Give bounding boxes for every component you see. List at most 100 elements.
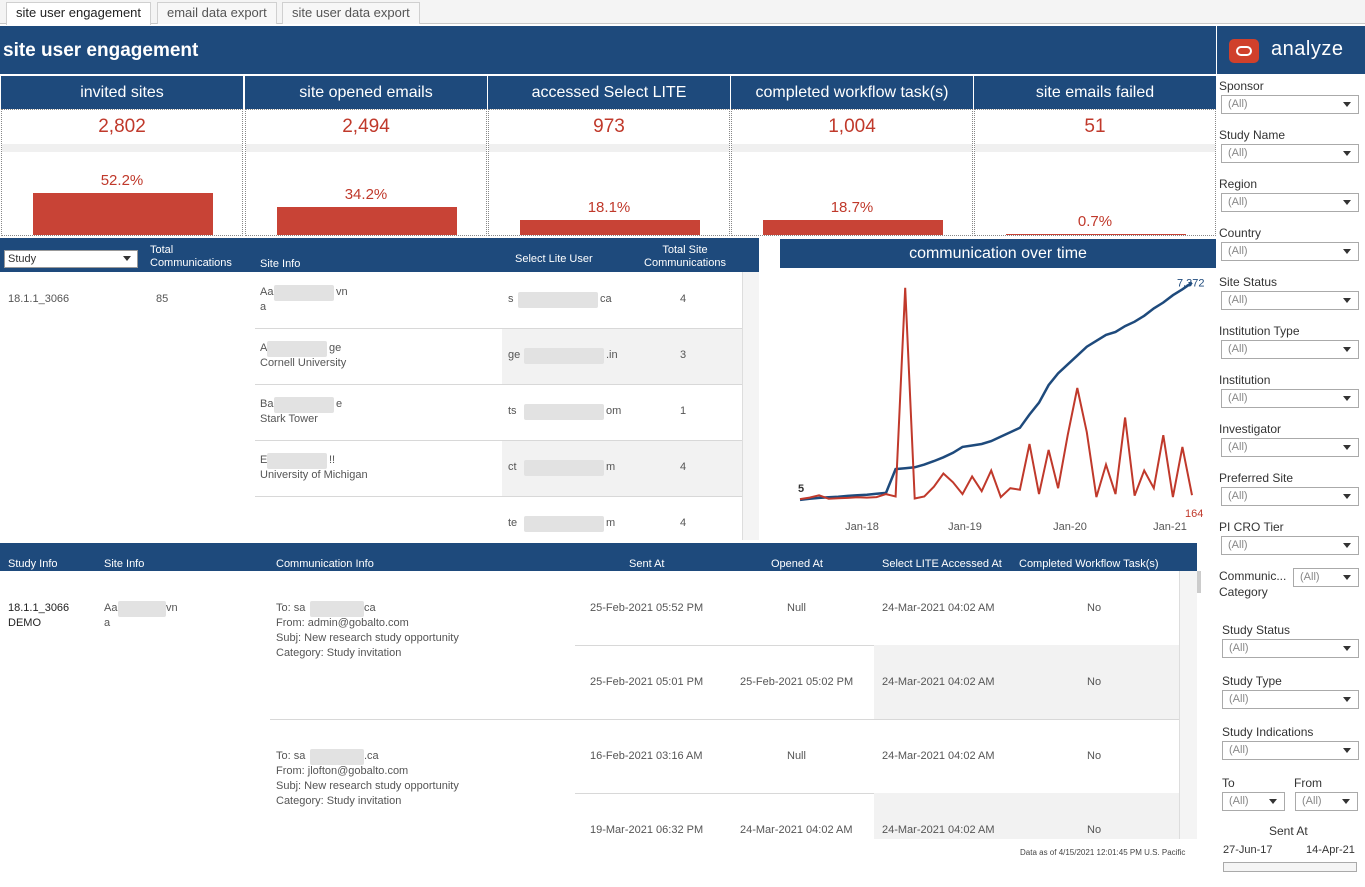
- kpi-title: site emails failed: [974, 76, 1216, 109]
- workflow-value: No: [1087, 676, 1102, 688]
- redacted-block: [310, 601, 364, 617]
- site-table-row[interactable]: te m 4: [0, 496, 742, 540]
- x-tick-label: Jan-19: [948, 521, 982, 533]
- comm-table-row[interactable]: 19-Mar-2021 06:32 PM 24-Mar-2021 04:02 AM…: [575, 793, 1179, 839]
- kpi-percent: 18.1%: [587, 199, 631, 216]
- chevron-down-icon: [1343, 697, 1351, 702]
- site-table-row[interactable]: Aa vn a s ca 4: [0, 272, 742, 328]
- filter-label: PI CRO Tier: [1219, 520, 1284, 534]
- filter-label: Institution Type: [1219, 324, 1300, 338]
- filter-label-comm-category: Communic...: [1219, 569, 1287, 583]
- filter-dropdown[interactable]: (All): [1221, 95, 1359, 114]
- comm-subject: Subj: New research study opportunity: [276, 780, 459, 792]
- comm-table-row[interactable]: 25-Feb-2021 05:52 PM Null 24-Mar-2021 04:0…: [575, 571, 1179, 645]
- site-comm-count: 4: [680, 517, 687, 529]
- filter-dropdown[interactable]: (All): [1221, 487, 1359, 506]
- filter-label: Investigator: [1219, 422, 1282, 436]
- filter-label: Study Name: [1219, 128, 1286, 142]
- study-dropdown[interactable]: Study: [4, 250, 138, 268]
- site-table-row[interactable]: E!! University of Michigan ct m 4: [0, 440, 742, 496]
- col-total-communications: Total Communications: [150, 244, 232, 269]
- to-dropdown[interactable]: (All): [1222, 792, 1285, 811]
- comm-scroll-thumb[interactable]: [1197, 571, 1201, 593]
- series-end-label: 7,372: [1177, 278, 1205, 290]
- chevron-down-icon: [1343, 445, 1351, 450]
- site-table-row[interactable]: Ba e Stark Tower ts om 1: [0, 384, 742, 440]
- kpi-tile: 51 0.7%: [974, 109, 1216, 236]
- kpi-tile: 973 18.1%: [488, 109, 730, 236]
- filter-dropdown[interactable]: (All): [1221, 536, 1359, 555]
- x-tick-label: Jan-21: [1153, 521, 1187, 533]
- comm-site-name-a: Aa: [104, 602, 118, 614]
- filter-dropdown[interactable]: (All): [1222, 690, 1359, 709]
- tab-site-user-data-export[interactable]: site user data export: [282, 2, 420, 24]
- redacted-block: [274, 397, 334, 413]
- filter-dropdown[interactable]: (All): [1222, 639, 1359, 658]
- filter-dropdown[interactable]: (All): [1221, 291, 1359, 310]
- kpi-bar: [277, 207, 457, 235]
- filter-dropdown[interactable]: (All): [1221, 340, 1359, 359]
- kpi-divider: [732, 144, 972, 152]
- comm-to: To: sa: [276, 602, 306, 614]
- filter-dropdown[interactable]: (All): [1221, 389, 1359, 408]
- tab-bar: site user engagement email data export s…: [0, 0, 1365, 25]
- comm-category: Category: Study invitation: [276, 795, 402, 807]
- redacted-block: [524, 348, 604, 364]
- comm-category-dropdown[interactable]: (All): [1293, 568, 1359, 587]
- redacted-block: [267, 341, 327, 357]
- chevron-down-icon: [1343, 249, 1351, 254]
- x-tick-label: Jan-18: [845, 521, 879, 533]
- site-comm-count: 3: [680, 349, 687, 361]
- chevron-down-icon: [1343, 298, 1351, 303]
- filter-label: Preferred Site: [1219, 471, 1294, 485]
- lite-user-a: te: [508, 517, 518, 529]
- redacted-block: [310, 749, 364, 765]
- kpi-divider: [975, 144, 1215, 152]
- redacted-block: [118, 601, 166, 617]
- from-dropdown[interactable]: (All): [1295, 792, 1358, 811]
- chevron-down-icon: [1343, 347, 1351, 352]
- comm-table-row[interactable]: 16-Feb-2021 03:16 AM Null 24-Mar-2021 04:0…: [575, 719, 1179, 793]
- filter-dropdown[interactable]: (All): [1221, 193, 1359, 212]
- site-table-scrollbar[interactable]: [742, 272, 759, 540]
- site-total-communications: 85: [156, 293, 169, 305]
- comm-from: From: jlofton@gobalto.com: [276, 765, 409, 777]
- filter-label: Country: [1219, 226, 1262, 240]
- col-comm-site-info: Site Info: [104, 558, 145, 570]
- site-name-a: E: [260, 454, 268, 466]
- redacted-block: [524, 460, 604, 476]
- comm-site-name-c: a: [104, 617, 111, 629]
- site-institution: Stark Tower: [260, 413, 318, 425]
- sent-at-value: 25-Feb-2021 05:01 PM: [590, 676, 704, 688]
- filter-dropdown[interactable]: (All): [1221, 144, 1359, 163]
- cumulative-series-line: [799, 281, 1193, 502]
- communication-table-body: 18.1.1_3066 DEMO Aa vn a To: sa From: adm…: [0, 571, 1197, 839]
- comm-table-row[interactable]: 25-Feb-2021 05:01 PM 25-Feb-2021 05:02 PM…: [575, 645, 1179, 719]
- comm-table-scrollbar[interactable]: [1179, 571, 1197, 839]
- kpi-tile: 2,802 52.2%: [1, 109, 243, 236]
- filter-label: Study Type: [1222, 674, 1282, 688]
- site-table-header: Study Total Communications Site Info Sel…: [0, 238, 759, 272]
- filter-dropdown[interactable]: (All): [1222, 741, 1359, 760]
- comm-study-id: 18.1.1_3066: [8, 602, 70, 614]
- filter-dropdown[interactable]: (All): [1221, 242, 1359, 261]
- site-name-a: Aa: [260, 286, 274, 298]
- site-institution: a: [260, 301, 267, 313]
- col-sent-at: Sent At: [629, 558, 665, 570]
- tab-site-user-engagement[interactable]: site user engagement: [6, 2, 152, 25]
- tab-email-data-export[interactable]: email data export: [157, 2, 277, 24]
- filter-dropdown[interactable]: (All): [1221, 438, 1359, 457]
- redacted-block: [524, 516, 604, 532]
- col-lite-accessed-at: Select LITE Accessed At: [882, 558, 1002, 570]
- redacted-block: [267, 453, 327, 469]
- workflow-value: No: [1087, 750, 1102, 762]
- sent-at-slider[interactable]: [1223, 862, 1357, 872]
- opened-at-value: Null: [787, 750, 806, 762]
- filter-label: Site Status: [1219, 275, 1278, 289]
- kpi-value: 2,802: [98, 116, 146, 137]
- opened-at-value: 24-Mar-2021 04:02 AM: [740, 824, 853, 836]
- chevron-down-icon: [1343, 494, 1351, 499]
- site-name-b: ge: [329, 342, 342, 354]
- sent-at-label: Sent At: [1269, 824, 1308, 838]
